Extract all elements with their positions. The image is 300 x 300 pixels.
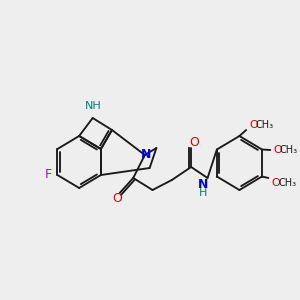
Text: N: N: [141, 148, 151, 161]
Text: CH₃: CH₃: [278, 178, 296, 188]
Text: O: O: [189, 136, 199, 149]
Text: O: O: [273, 145, 282, 155]
Text: N: N: [198, 178, 208, 191]
Text: O: O: [112, 193, 122, 206]
Text: CH₃: CH₃: [256, 120, 274, 130]
Text: NH: NH: [85, 101, 102, 111]
Text: H: H: [199, 188, 207, 198]
Text: O: O: [271, 178, 280, 188]
Text: O: O: [249, 120, 258, 130]
Text: CH₃: CH₃: [280, 145, 298, 155]
Text: F: F: [45, 169, 52, 182]
